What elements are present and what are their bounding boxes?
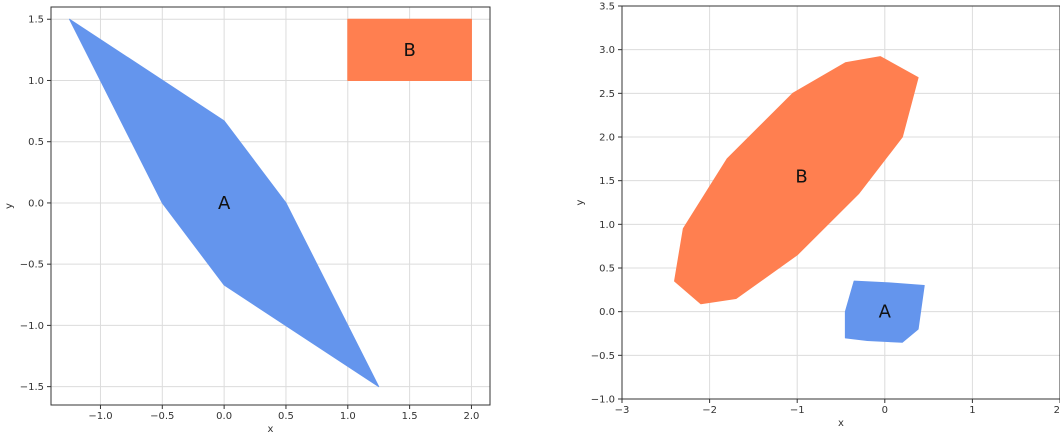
y-tick-label: 1.5 [28, 15, 44, 26]
x-tick-label: 2 [1054, 405, 1060, 416]
y-tick-label: 2.0 [599, 133, 615, 144]
x-tick-label: −3 [615, 405, 630, 416]
right-panel: B A −3 −2 −1 0 1 2 −1.0 −0.5 0.0 0.5 1.0 1.5 2.0 2.5 3.0… [575, 2, 1060, 429]
shape-b [674, 56, 919, 305]
shape-a [69, 18, 380, 388]
y-tick-label: 0.5 [599, 264, 615, 275]
y-axis-label: y [575, 199, 586, 205]
y-tick-label: 3.0 [599, 45, 615, 56]
y-tick-label: 0.0 [28, 198, 44, 209]
x-axis-label: x [268, 424, 274, 435]
shape-b [347, 18, 472, 81]
shape-a [844, 280, 925, 343]
y-tick-label: 0.5 [28, 137, 44, 148]
y-tick-label: 3.5 [599, 2, 615, 13]
x-tick-label: −1.0 [88, 411, 112, 422]
shape-label-a: A [879, 302, 892, 323]
y-tick-label: −0.5 [20, 260, 44, 271]
y-tick-label: 2.5 [599, 89, 615, 100]
y-tick-label: −0.5 [591, 351, 615, 362]
y-tick-label: −1.0 [20, 321, 44, 332]
y-axis-label: y [4, 203, 15, 209]
y-tick-label: 1.0 [599, 220, 615, 231]
x-tick-label: 1.0 [340, 411, 356, 422]
y-tick-label: 0.0 [599, 307, 615, 318]
x-tick-label: 0.5 [278, 411, 294, 422]
plot-frame [50, 6, 491, 406]
plot-frame [621, 5, 1060, 400]
y-tick-label: 1.5 [599, 176, 615, 187]
y-tick-label: −1.5 [20, 382, 44, 393]
x-tick-label: 1.5 [402, 411, 418, 422]
shape-label-a: A [218, 193, 231, 214]
x-tick-label: 2.0 [463, 411, 479, 422]
x-tick-label: 0.0 [216, 411, 232, 422]
y-tick-label: −1.0 [591, 395, 615, 406]
shape-label-b: B [795, 166, 807, 187]
x-axis-label: x [838, 418, 844, 429]
x-tick-label: −2 [702, 405, 717, 416]
left-panel: A B −1.0 −0.5 0.0 0.5 1.0 1.5 2.0 −1.5 −1.0 −0.5 0.0… [4, 6, 491, 435]
y-tick-label: 1.0 [28, 76, 44, 87]
x-tick-label: −0.5 [150, 411, 174, 422]
x-tick-label: 0 [882, 405, 888, 416]
x-tick-label: −1 [790, 405, 805, 416]
x-tick-label: 1 [969, 405, 975, 416]
shape-label-b: B [403, 40, 415, 61]
